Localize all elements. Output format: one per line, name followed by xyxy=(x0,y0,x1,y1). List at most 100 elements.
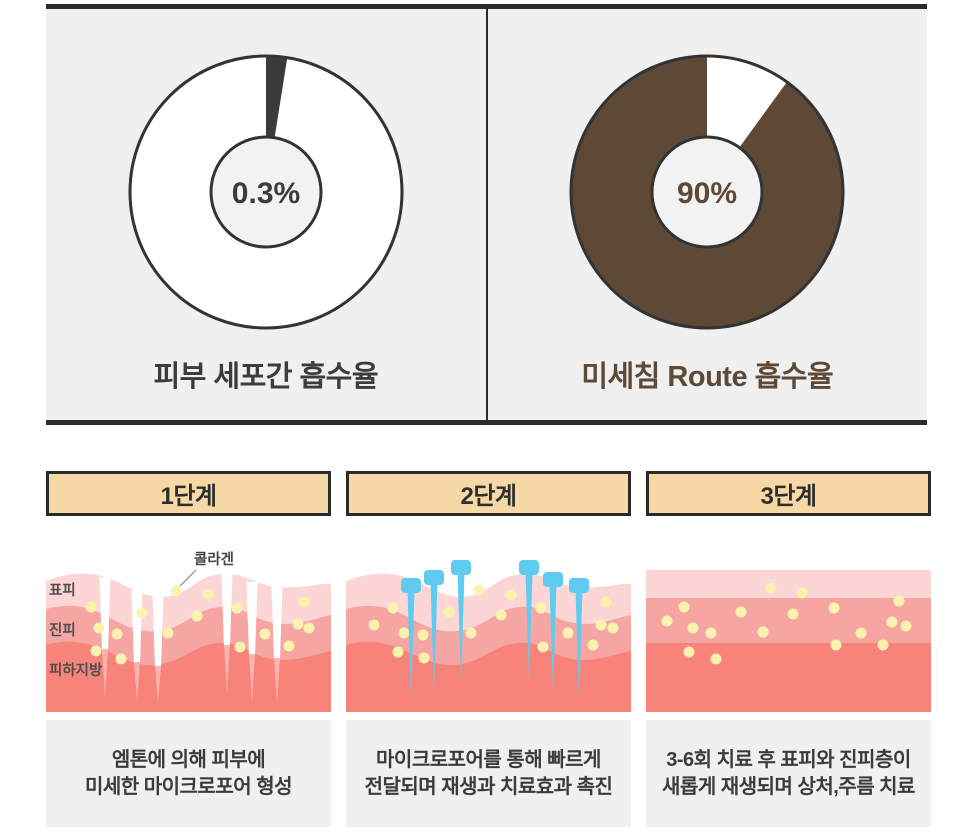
collagen-dot-icon xyxy=(595,619,607,631)
collagen-dot-icon xyxy=(765,582,777,594)
microneedle-absorption-panel: 90% 미세침 Route 흡수율 xyxy=(488,9,928,420)
microneedle-head-icon xyxy=(543,572,563,587)
stage-3-caption-line-2: 새롭게 재생되며 상처,주름 치료 xyxy=(662,775,915,798)
microneedle-shaft-icon xyxy=(430,583,438,692)
collagen-dot-icon xyxy=(900,620,912,632)
stage-2-caption: 마이크로포어를 통해 빠르게 전달되며 재생과 치료효과 촉진 xyxy=(346,720,631,827)
micropore-channel xyxy=(221,573,233,647)
skin-layer-label: 표피 xyxy=(49,582,76,599)
stage-2-column: 2단계 마이크로포어를 통해 빠르게 전달되며 재생과 치료효과 촉진 xyxy=(346,471,631,827)
collagen-dot-icon xyxy=(93,622,105,634)
donut-highlight-slice xyxy=(265,56,288,138)
donut-highlight-slice xyxy=(707,56,788,148)
collagen-dot-icon xyxy=(787,608,799,620)
micropore-tip xyxy=(134,662,140,703)
collagen-dot-icon xyxy=(90,645,102,657)
micropore-tip xyxy=(155,666,161,703)
skin-cell-absorption-panel: 0.3% 피부 세포간 흡수율 xyxy=(46,9,486,420)
collagen-dot-icon xyxy=(886,616,898,628)
collagen-dot-icon xyxy=(202,588,214,600)
donut-outer-outline xyxy=(569,54,845,330)
collagen-pointer-line xyxy=(179,569,197,587)
donut-center-label: 0.3% xyxy=(232,177,300,210)
collagen-dot-icon xyxy=(85,601,97,613)
collagen-dot-icon xyxy=(877,639,889,651)
collagen-dot-icon xyxy=(710,653,722,665)
microneedle-shaft-icon xyxy=(525,573,533,682)
microneedle-donut-chart: 90% xyxy=(569,54,845,330)
skin-cell-donut-title: 피부 세포간 흡수율 xyxy=(153,361,379,393)
skin-needles-illustration xyxy=(346,545,631,712)
collagen-dot-icon xyxy=(683,646,695,658)
treatment-stages-section: 1단계 표피 진피 피하지방 콜라겐 엠톤에 의해 피부에 미세한 마이크로포어 형성… xyxy=(46,471,931,827)
collagen-dot-icon xyxy=(303,622,315,634)
collagen-dot-icon xyxy=(796,587,808,599)
microneedle-head-icon xyxy=(569,578,589,593)
stage-1-caption-line-2: 미세한 마이크로포어 형성 xyxy=(84,775,293,798)
collagen-dot-icon xyxy=(465,627,477,639)
collagen-dot-icon xyxy=(473,584,485,596)
microneedle-head-icon xyxy=(401,578,421,593)
microneedle-shaft-icon xyxy=(575,591,583,700)
collagen-dot-icon xyxy=(259,628,271,640)
collagen-dot-icon xyxy=(735,606,747,618)
collagen-dot-icon xyxy=(418,652,430,664)
donut-center-circle xyxy=(650,135,764,249)
stage-3-header: 3단계 xyxy=(646,471,931,516)
collagen-dot-icon xyxy=(387,602,399,614)
micropore-tip xyxy=(249,654,255,702)
microneedle-donut-title: 미세침 Route 흡수율 xyxy=(581,361,834,393)
collagen-dot-icon xyxy=(283,640,295,652)
collagen-dot-icon xyxy=(170,585,182,597)
collagen-dot-icon xyxy=(757,626,769,638)
collagen-dot-icon xyxy=(392,646,404,658)
absorption-comparison-section: 0.3% 피부 세포간 흡수율 90% 미세침 Route 흡수율 xyxy=(46,4,927,425)
collagen-dot-icon xyxy=(443,606,455,618)
skin-cell-donut-chart: 0.3% xyxy=(128,54,404,330)
collagen-dot-icon xyxy=(495,609,507,621)
microneedle-shaft-icon xyxy=(407,591,415,700)
collagen-dot-icon xyxy=(600,596,612,608)
stage-1-caption: 엠톤에 의해 피부에 미세한 마이크로포어 형성 xyxy=(46,720,331,827)
microneedle-shaft-icon xyxy=(457,573,465,682)
collagen-dot-icon xyxy=(162,627,174,639)
micropore-tip xyxy=(102,649,108,697)
microneedle-head-icon xyxy=(424,570,444,585)
epidermis-layer xyxy=(646,570,931,598)
collagen-dot-icon xyxy=(115,653,127,665)
skin-layer-label: 진피 xyxy=(49,622,76,639)
collagen-dot-icon xyxy=(562,627,574,639)
fat-layer xyxy=(346,641,631,712)
microneedle-shaft-icon xyxy=(549,585,557,694)
collagen-dot-icon xyxy=(687,622,699,634)
donut-outer-outline xyxy=(128,54,404,330)
micropore-tip xyxy=(274,658,280,703)
micropore-channel xyxy=(152,594,164,668)
collagen-dot-icon xyxy=(298,596,310,608)
collagen-dot-icon xyxy=(111,628,123,640)
collagen-dot-icon xyxy=(828,602,840,614)
donut-center-circle xyxy=(209,135,323,249)
microneedle-head-icon xyxy=(451,560,471,575)
micropore-channel xyxy=(271,586,283,660)
collagen-dot-icon xyxy=(231,602,243,614)
collagen-dot-icon xyxy=(292,618,304,630)
panel-divider xyxy=(485,9,488,420)
stage-2-caption-line-1: 마이크로포어를 통해 빠르게 xyxy=(376,749,601,772)
stage-1-header: 1단계 xyxy=(46,471,331,516)
micropore-channel xyxy=(99,577,111,651)
collagen-dot-icon xyxy=(607,622,619,634)
collagen-dot-icon xyxy=(368,619,380,631)
stage-3-illustration xyxy=(646,545,931,712)
collagen-dot-icon xyxy=(678,601,690,613)
micropore-channel xyxy=(246,582,258,656)
collagen-dot-icon xyxy=(537,641,549,653)
collagen-dot-icon xyxy=(398,627,410,639)
dermis-layer xyxy=(646,598,931,643)
collagen-dot-icon xyxy=(417,629,429,641)
collagen-dot-icon xyxy=(136,607,148,619)
collagen-dot-icon xyxy=(661,615,673,627)
stage-2-header: 2단계 xyxy=(346,471,631,516)
